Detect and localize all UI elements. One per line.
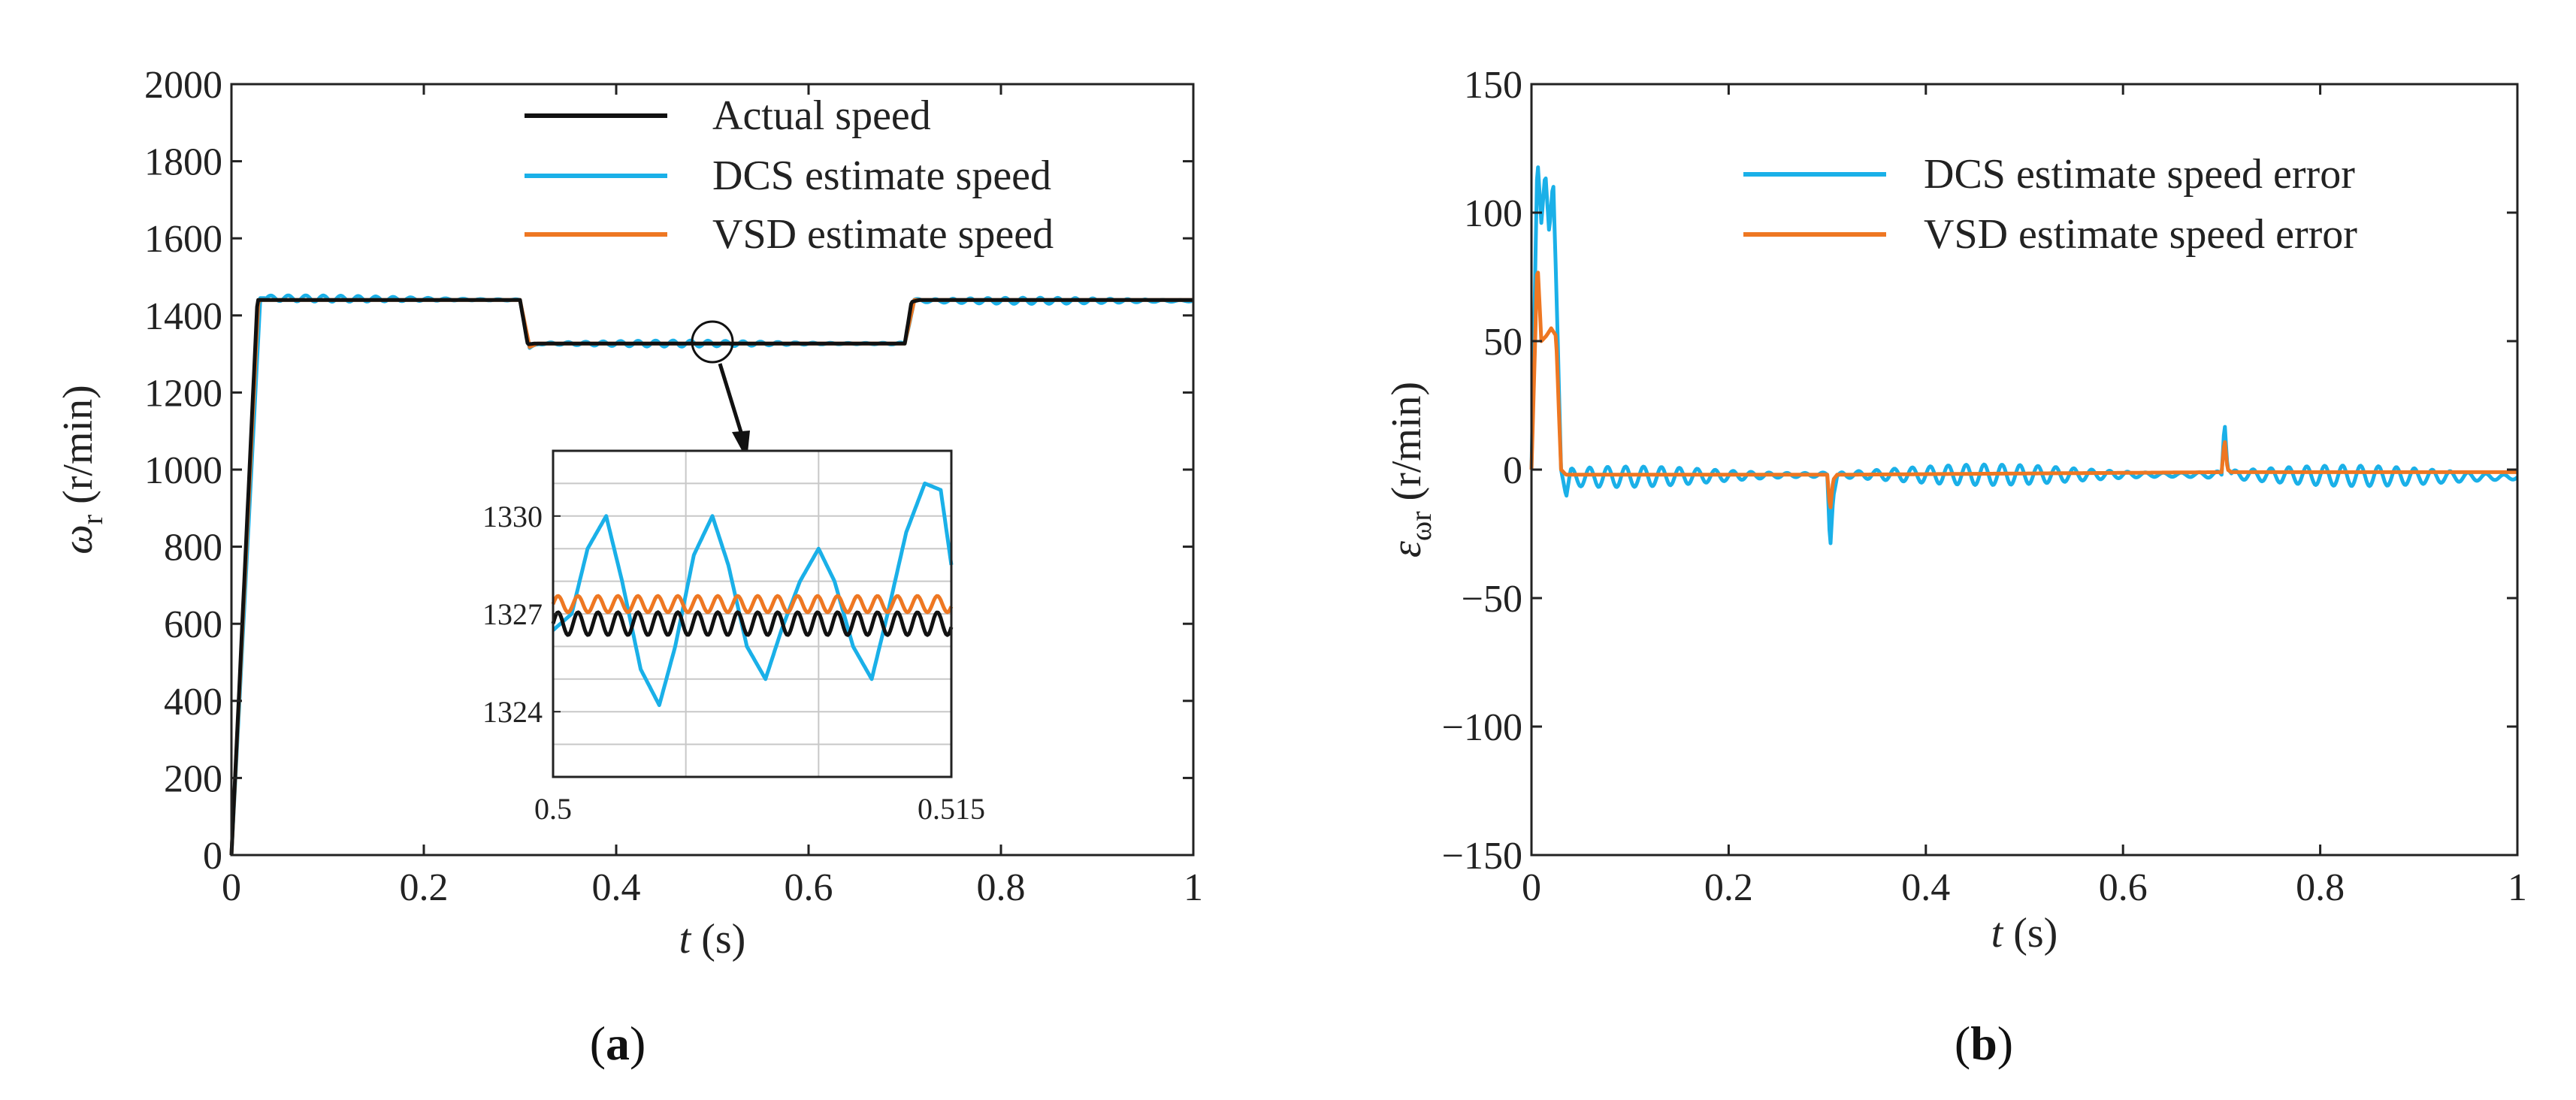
- panel-a-ytick-label: 200: [164, 757, 222, 800]
- zoom-circle: [691, 320, 734, 364]
- panel-b-xtick-label: 0.6: [2099, 866, 2148, 909]
- inset-series-vsd: [551, 594, 954, 615]
- panel-b-xtick-label: 0: [1522, 866, 1541, 909]
- panel-a-ytick-label: 1000: [144, 449, 222, 492]
- panel-b-xtick-label: 1: [2508, 866, 2527, 909]
- panel-a-x-label: t (s): [679, 916, 746, 962]
- panel-b-caption: (b): [1955, 1017, 2013, 1070]
- panel-b-legend: DCS estimate speed error VSD estimate sp…: [1743, 151, 2357, 258]
- panel-b-xtick-label: 0.8: [2296, 866, 2345, 909]
- panel-a-ytick-label: 400: [164, 681, 222, 724]
- panel-a-ytick-label: 1600: [144, 218, 222, 261]
- panel-b-series-vsd: [1529, 270, 2518, 509]
- panel-b-plot-frame: [1530, 83, 2519, 857]
- panel-b-x-label: t (s): [1991, 910, 2058, 956]
- inset-ytick-label: 1327: [482, 597, 543, 631]
- panel-a-series: [229, 293, 1195, 856]
- panel-b: 0 0.2 0.4 0.6 0.8 1 −150 −100 −50 0 50 100 150 DCS e…: [1383, 64, 2527, 1070]
- panel-a-ytick-label: 2000: [144, 64, 222, 107]
- panel-a-xtick-label: 1: [1184, 866, 1203, 909]
- inset-ytick-label: 1330: [482, 500, 543, 533]
- zoom-inset: 0.5 0.515 1324 1327 1330: [482, 449, 985, 826]
- panel-a-xtick-label: 0.6: [785, 866, 833, 909]
- panel-b-ytick-label: −150: [1442, 835, 1522, 878]
- legend-label-actual: Actual speed: [712, 92, 931, 139]
- panel-a-ytick-label: 800: [164, 527, 222, 570]
- panel-b-y-label: εωr (r/min): [1383, 382, 1438, 558]
- inset-ytick-label: 1324: [482, 695, 543, 729]
- panel-a-ytick-label: 1800: [144, 141, 222, 184]
- panel-a-ytick-label: 0: [203, 835, 222, 878]
- legend-label-dcs: DCS estimate speed: [712, 153, 1051, 199]
- panel-b-ytick-label: 50: [1483, 321, 1522, 364]
- zoom-arrow-line: [718, 363, 743, 433]
- panel-a-xtick-label: 0: [222, 866, 241, 909]
- panel-a: 0 0.2 0.4 0.6 0.8 1 0 200 400 600 800 1000 1200 1400 1…: [55, 64, 1203, 1070]
- panel-a-ytick-label: 1400: [144, 295, 222, 338]
- panel-b-ytick-label: −50: [1462, 578, 1522, 621]
- inset-series: [551, 481, 954, 707]
- inset-series-actual: [551, 610, 954, 637]
- legend-label-vsd-error: VSD estimate speed error: [1924, 211, 2357, 258]
- panel-a-caption: (a): [590, 1017, 646, 1070]
- inset-ticks: 0.5 0.515 1324 1327 1330: [482, 500, 985, 826]
- panel-a-xtick-label: 0.2: [400, 866, 449, 909]
- inset-xtick-label: 0.515: [918, 792, 985, 826]
- panel-a-ticks: 0 0.2 0.4 0.6 0.8 1 0 200 400 600 800 1000 1200 1400 1…: [144, 64, 1203, 909]
- panel-a-legend: Actual speed DCS estimate speed VSD esti…: [525, 92, 1054, 258]
- panel-b-ticks: 0 0.2 0.4 0.6 0.8 1 −150 −100 −50 0 50 100 150: [1442, 64, 2527, 909]
- panel-a-xtick-label: 0.4: [592, 866, 641, 909]
- panel-a-plot-frame: [230, 83, 1195, 857]
- panel-b-ytick-label: 100: [1464, 192, 1522, 235]
- panel-a-y-label: ωr (r/min): [55, 385, 109, 555]
- panel-b-ytick-label: 0: [1503, 449, 1522, 492]
- panel-b-xtick-label: 0.4: [1901, 866, 1950, 909]
- inset-series-dcs: [552, 481, 954, 707]
- legend-label-vsd: VSD estimate speed: [712, 211, 1054, 258]
- panel-b-series: [1529, 165, 2519, 545]
- inset-xtick-label: 0.5: [534, 792, 572, 826]
- panel-a-xtick-label: 0.8: [977, 866, 1026, 909]
- panel-b-ytick-label: 150: [1464, 64, 1522, 107]
- legend-label-dcs-error: DCS estimate speed error: [1924, 151, 2355, 198]
- panel-a-ytick-label: 1200: [144, 372, 222, 415]
- panel-a-series-actual: [229, 298, 1195, 856]
- panel-b-ytick-label: −100: [1442, 706, 1522, 749]
- panel-a-ytick-label: 600: [164, 603, 222, 646]
- panel-b-xtick-label: 0.2: [1704, 866, 1753, 909]
